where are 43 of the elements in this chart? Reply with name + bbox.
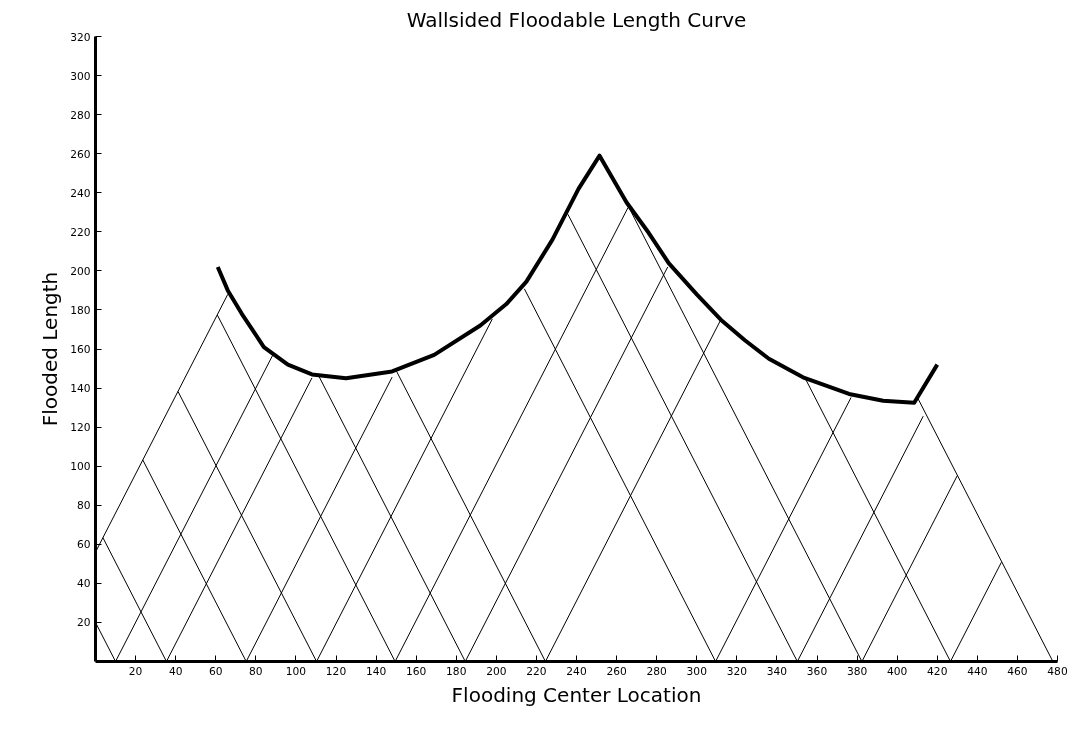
y-tick-label: 60 bbox=[76, 538, 91, 552]
y-axis-title: Flooded Length bbox=[38, 271, 63, 427]
x-tick-label: 20 bbox=[128, 664, 143, 678]
x-tick-label: 240 bbox=[566, 664, 587, 678]
y-tick-label: 100 bbox=[70, 460, 91, 474]
y-tick-label: 40 bbox=[76, 577, 91, 591]
y-tick-label: 200 bbox=[70, 264, 91, 278]
x-tick-label: 460 bbox=[1007, 664, 1028, 678]
x-tick-label: 180 bbox=[446, 664, 467, 678]
x-tick-label: 420 bbox=[927, 664, 948, 678]
y-tick-label: 20 bbox=[76, 616, 91, 630]
x-tick-label: 120 bbox=[325, 664, 347, 678]
x-tick-label: 440 bbox=[967, 664, 988, 678]
x-tick-label: 40 bbox=[168, 664, 183, 678]
y-tick-label: 260 bbox=[70, 147, 91, 161]
x-tick-label: 380 bbox=[846, 664, 868, 678]
x-tick-label: 300 bbox=[686, 664, 708, 678]
y-tick-label: 140 bbox=[70, 382, 91, 396]
y-tick-label: 80 bbox=[76, 499, 91, 513]
x-tick-label: 160 bbox=[406, 664, 427, 678]
x-tick-label: 200 bbox=[486, 664, 507, 678]
x-tick-label: 360 bbox=[806, 664, 828, 678]
x-tick-label: 60 bbox=[208, 664, 223, 678]
x-tick-label: 480 bbox=[1047, 664, 1068, 678]
x-tick-label: 220 bbox=[526, 664, 547, 678]
x-tick-label: 280 bbox=[646, 664, 668, 678]
x-tick-label: 320 bbox=[726, 664, 748, 678]
y-tick-label: 120 bbox=[70, 421, 91, 435]
x-tick-label: 400 bbox=[887, 664, 908, 678]
y-tick-label: 280 bbox=[70, 108, 91, 122]
x-tick-label: 260 bbox=[606, 664, 627, 678]
x-tick-label: 340 bbox=[766, 664, 788, 678]
x-tick-label: 80 bbox=[249, 664, 263, 678]
x-axis-title: Flooding Center Location bbox=[451, 682, 702, 707]
chart-title: Wallsided Floodable Length Curve bbox=[406, 7, 747, 32]
x-tick-label: 100 bbox=[285, 664, 307, 678]
y-tick-label: 180 bbox=[70, 303, 91, 317]
y-tick-label: 240 bbox=[70, 186, 91, 200]
y-tick-label: 300 bbox=[70, 69, 91, 83]
y-tick-label: 320 bbox=[70, 30, 91, 44]
y-tick-label: 220 bbox=[70, 225, 91, 239]
x-tick-label: 140 bbox=[365, 664, 387, 678]
y-tick-label: 160 bbox=[70, 343, 91, 356]
